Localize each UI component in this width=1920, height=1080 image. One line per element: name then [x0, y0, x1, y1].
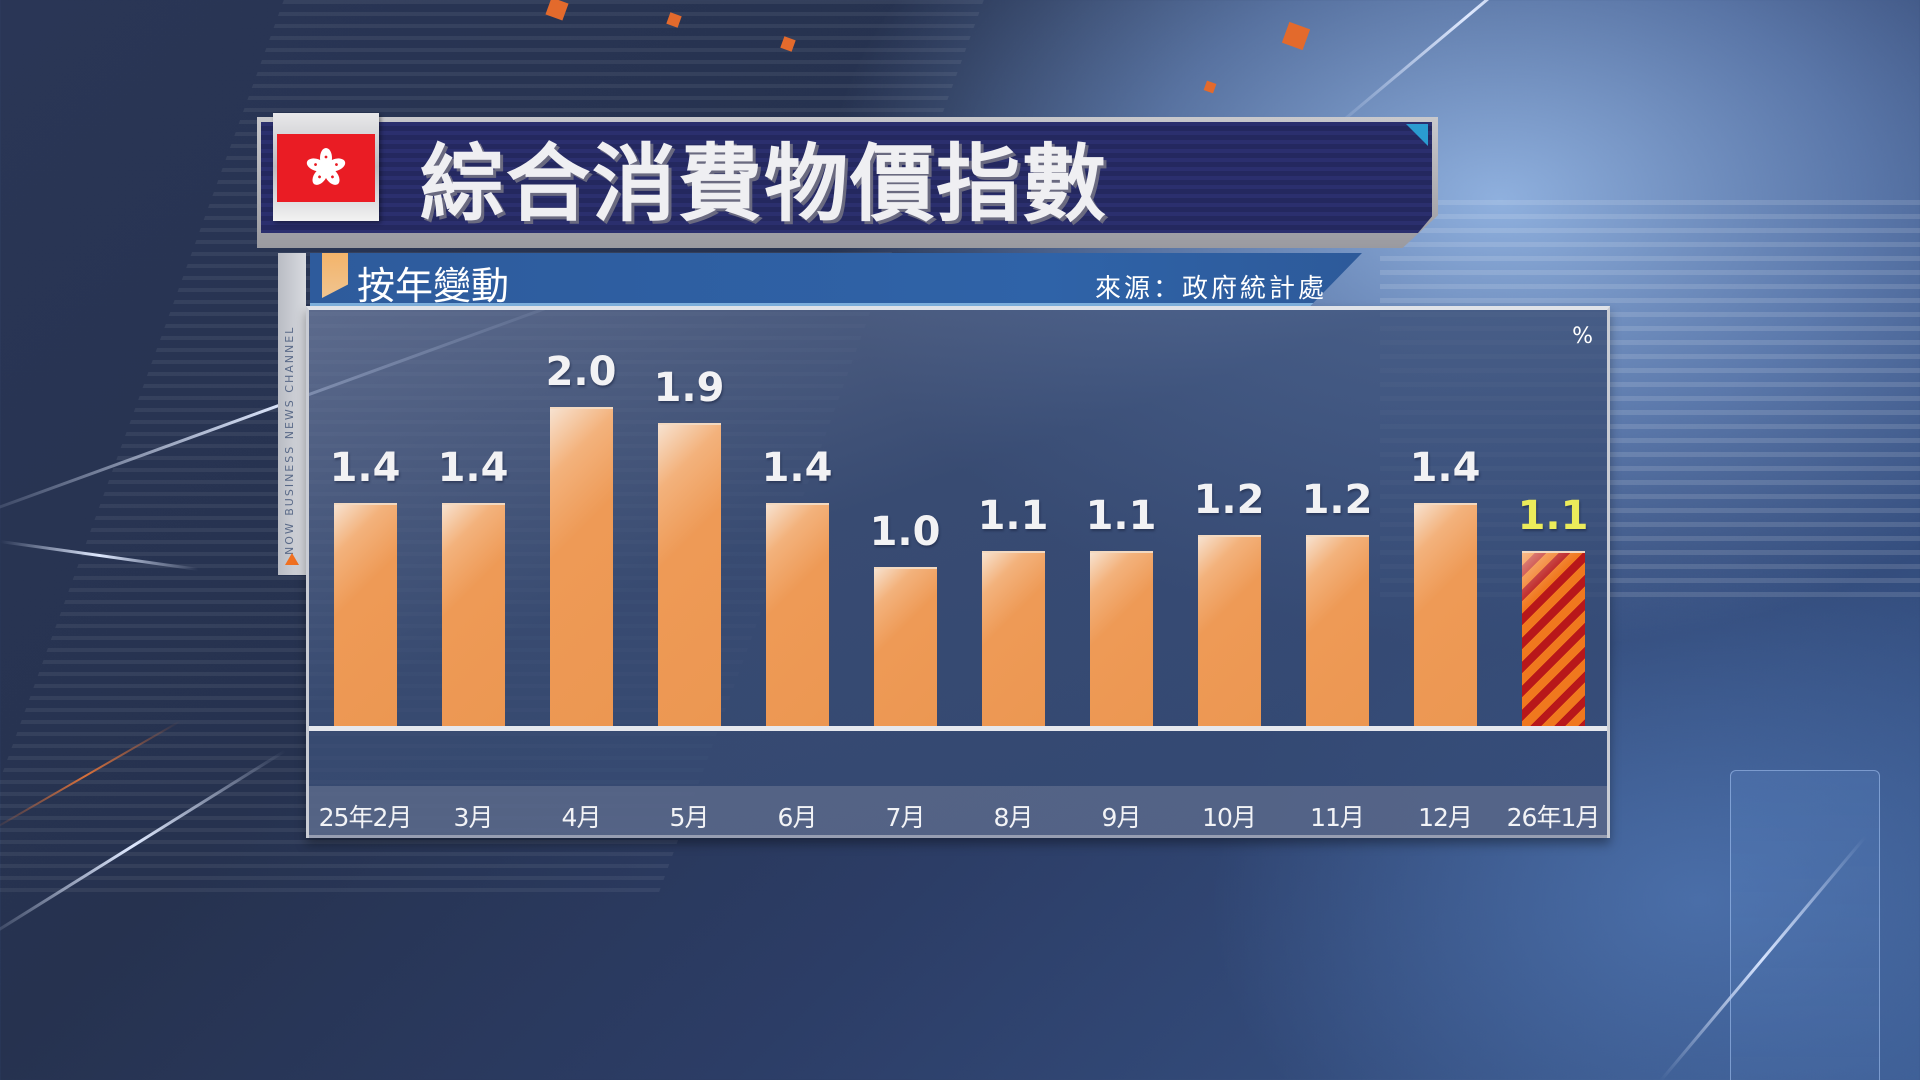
bar-value-label: 2.0: [545, 349, 617, 395]
background-cube: [1203, 80, 1217, 94]
bar-value-label: 1.4: [1409, 444, 1481, 491]
bar-11: [1521, 550, 1585, 726]
bar-1: [441, 502, 505, 726]
bar-value-label: 1.2: [1193, 476, 1265, 523]
subheader-band: [310, 253, 1362, 307]
bar-value-label: 1.4: [437, 444, 509, 491]
bar-10: [1413, 502, 1477, 726]
x-axis-tick-label: 5月: [669, 803, 710, 832]
bar-value-label: 1.2: [1301, 476, 1373, 523]
bar-9: [1305, 534, 1369, 726]
bar-value-label: 1.1: [1085, 492, 1157, 539]
chart-panel: % 1.4 1.4 2.0 1.9 1.4 1.0 1.1 1.1 1.2 1.2 1.4 1.1 2…: [306, 306, 1610, 838]
header-corner-accent: [1406, 124, 1428, 146]
flag-frame: [273, 113, 379, 221]
x-axis-tick-label: 3月: [453, 803, 494, 832]
channel-side-strip: [278, 253, 306, 575]
background-glass-panel: [1730, 770, 1880, 1080]
bar-value-label: 1.1: [1517, 492, 1589, 539]
bar-5: [873, 566, 937, 726]
x-axis-tick-label: 4月: [561, 803, 602, 832]
bar-2: [549, 407, 613, 726]
x-axis-tick-label: 12月: [1418, 803, 1473, 832]
data-source: 來源：政府統計處: [1095, 274, 1328, 304]
x-axis-tick-label: 10月: [1202, 803, 1257, 832]
x-axis-label-strip: [309, 786, 1607, 838]
x-axis-tick-label: 11月: [1310, 803, 1365, 832]
channel-name: NOW BUSINESS NEWS CHANNEL: [283, 325, 296, 555]
header-background: [261, 122, 1432, 233]
unit-label: %: [1572, 324, 1593, 349]
x-axis-tick-label: 26年1月: [1506, 803, 1601, 832]
hong-kong-flag-icon: [277, 134, 375, 202]
bar-4: [765, 502, 829, 726]
page-title: 綜合消費物價指數: [420, 135, 1109, 233]
bar-0: [333, 502, 397, 726]
bauhinia-flower-icon: [306, 148, 346, 185]
x-axis-tick-label: 6月: [777, 803, 818, 832]
triangle-logo-icon: [285, 553, 299, 565]
x-axis-tick-label: 7月: [885, 803, 926, 832]
x-axis-tick-label: 9月: [1101, 803, 1142, 832]
background-light-streak: [1329, 0, 1607, 133]
x-axis-tick-label: 25年2月: [318, 803, 413, 832]
bar-value-label: 1.1: [977, 492, 1049, 539]
bar-value-label: 1.4: [329, 444, 401, 491]
bar-value-label: 1.0: [869, 508, 941, 555]
plot-area: 1.4 1.4 2.0 1.9 1.4 1.0 1.1 1.1 1.2 1.2 1.4 1.1: [309, 310, 1607, 726]
bar-value-label: 1.9: [653, 364, 725, 411]
bar-7: [1089, 550, 1153, 726]
x-axis-tick-label: 8月: [993, 803, 1034, 832]
background-cube: [1281, 21, 1311, 51]
bar-value-label: 1.4: [761, 444, 833, 491]
bar-6: [981, 550, 1045, 726]
bar-3: [657, 422, 721, 726]
chart-subtitle: 按年變動: [357, 264, 510, 308]
x-axis-baseline: [309, 726, 1607, 731]
bar-8: [1197, 534, 1261, 726]
